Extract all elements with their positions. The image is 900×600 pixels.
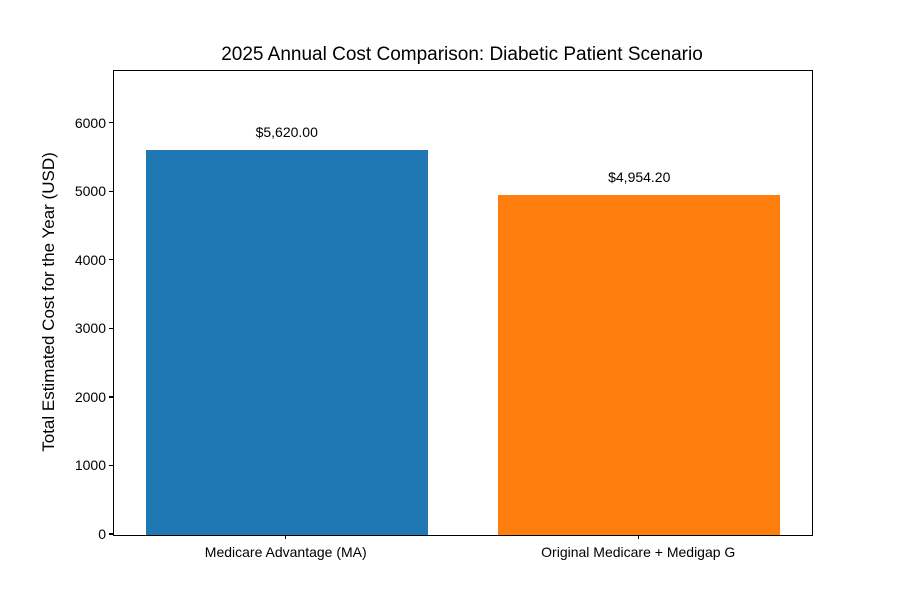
- y-tick-label: 6000: [74, 114, 106, 131]
- bar: [498, 195, 781, 535]
- y-tick-mark: [109, 464, 113, 467]
- y-tick-label: 5000: [74, 183, 106, 200]
- x-tick-mark: [285, 535, 287, 539]
- y-tick-mark: [109, 533, 113, 535]
- y-tick-label: 0: [98, 526, 106, 542]
- y-tick-label: 3000: [74, 320, 106, 337]
- x-tick-mark: [637, 535, 639, 539]
- y-tick-mark: [109, 396, 113, 398]
- chart-title: 2025 Annual Cost Comparison: Diabetic Pa…: [221, 44, 703, 65]
- x-tick-label: Medicare Advantage (MA): [204, 544, 367, 560]
- y-tick-mark: [109, 327, 113, 329]
- bar: [145, 149, 428, 535]
- y-tick-label: 4000: [74, 251, 106, 268]
- y-tick-mark: [109, 190, 113, 192]
- x-tick-label: Original Medicare + Medigap G: [541, 544, 736, 560]
- y-tick-label: 2000: [74, 388, 106, 405]
- bar-value-label: $4,954.20: [608, 169, 671, 186]
- y-tick-mark: [109, 259, 113, 261]
- plot-area: $5,620.00 $4,954.20: [113, 70, 813, 536]
- y-tick-label: 1000: [74, 457, 106, 474]
- y-tick-mark: [109, 122, 113, 124]
- bar-value-label: $5,620.00: [255, 123, 318, 140]
